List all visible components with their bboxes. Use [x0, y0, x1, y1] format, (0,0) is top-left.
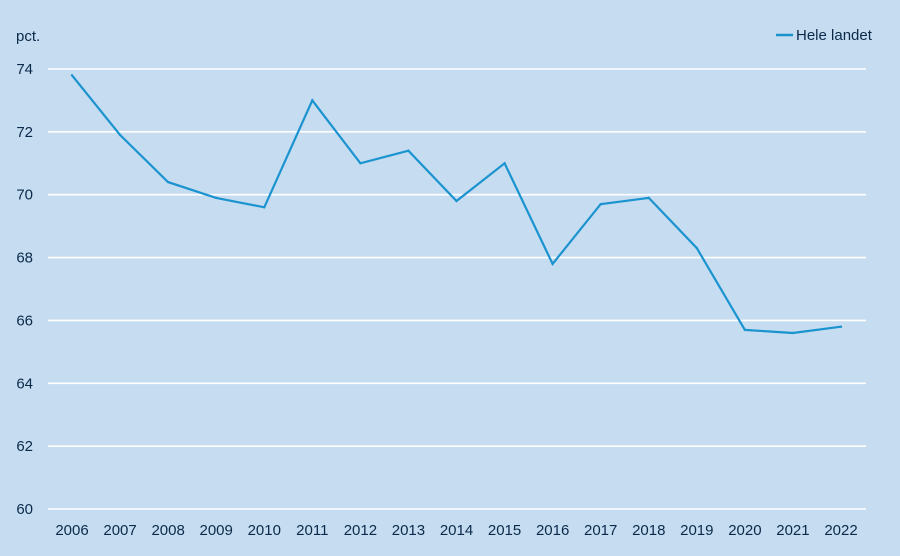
x-tick-label: 2018: [632, 522, 665, 539]
y-tick-label: 72: [16, 124, 33, 141]
data-point: [311, 99, 314, 102]
data-point: [791, 331, 795, 335]
y-axis-ticks: 60 62 64 66 68 70 72 74: [16, 61, 33, 518]
y-axis-unit-label: pct.: [16, 28, 40, 45]
x-tick-label: 2009: [200, 522, 233, 539]
x-tick-label: 2007: [103, 522, 136, 539]
y-tick-label: 62: [16, 438, 33, 455]
data-point: [599, 202, 602, 206]
data-point: [455, 199, 458, 203]
data-point: [695, 246, 699, 250]
y-tick-label: 74: [16, 61, 33, 78]
data-point: [743, 328, 747, 332]
x-tick-label: 2015: [488, 522, 521, 539]
y-tick-label: 66: [16, 312, 33, 329]
x-tick-label: 2012: [344, 522, 377, 539]
x-tick-label: 2011: [296, 522, 328, 539]
legend-label-hele-landet: Hele landet: [796, 27, 873, 44]
x-tick-label: 2020: [728, 522, 761, 539]
data-point: [263, 206, 266, 209]
data-point: [839, 325, 843, 328]
grid-lines: [48, 68, 866, 510]
data-point: [214, 196, 218, 200]
x-axis-ticks: 2006 2007 2008 2009 2010 2011 2012 2013 2014 2015…: [55, 522, 857, 539]
x-tick-label: 2017: [584, 522, 617, 539]
x-tick-label: 2010: [248, 522, 281, 539]
x-tick-label: 2014: [440, 522, 473, 539]
x-tick-label: 2019: [680, 522, 713, 539]
x-tick-label: 2013: [392, 522, 425, 539]
y-tick-label: 70: [16, 187, 33, 204]
x-tick-label: 2021: [776, 522, 809, 539]
data-point: [407, 149, 410, 152]
y-tick-label: 68: [16, 250, 33, 267]
series-lines: [70, 74, 843, 335]
x-tick-label: 2016: [536, 522, 569, 539]
legend: Hele landet: [776, 27, 873, 44]
series-line-hele-landet: [71, 74, 842, 335]
data-point: [70, 74, 74, 77]
data-point: [166, 180, 170, 184]
y-tick-label: 60: [16, 501, 33, 518]
x-tick-label: 2008: [151, 522, 184, 539]
data-point: [647, 196, 650, 200]
data-point: [118, 133, 122, 137]
x-tick-label: 2022: [824, 522, 857, 539]
y-tick-label: 64: [16, 375, 33, 392]
data-point: [359, 162, 362, 165]
x-tick-label: 2006: [55, 522, 88, 539]
data-point: [503, 162, 506, 165]
data-point: [551, 262, 554, 266]
